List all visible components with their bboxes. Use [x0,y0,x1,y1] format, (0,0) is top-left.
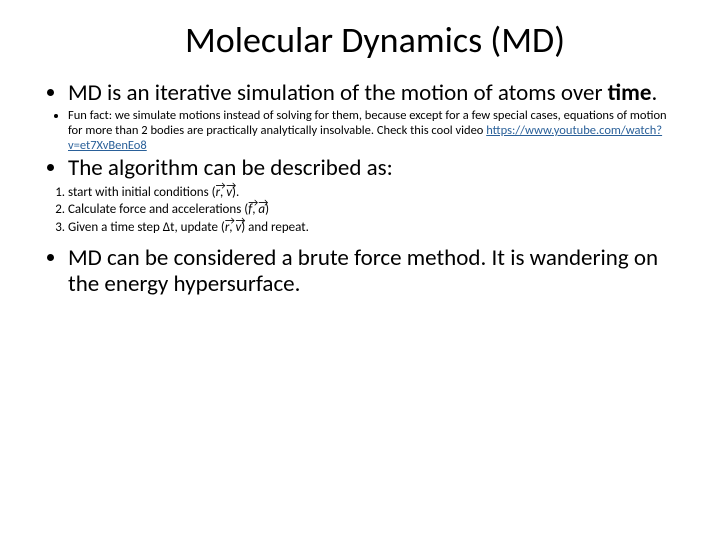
bullet-bruteforce: MD can be considered a brute force metho… [68,245,680,298]
bullet-list: MD is an iterative simulation of the mot… [40,80,680,182]
step2-vectors: (f, a) [244,202,269,217]
step1-vectors: (r, v) [212,185,236,200]
vec-r-icon: r [216,184,220,202]
slide-title: Molecular Dynamics (MD) [40,18,680,62]
vec-v2-icon: v [235,219,241,237]
def-post: . [651,79,657,107]
step3-dt: Δt [163,220,175,235]
step3-c: and repeat. [245,220,309,235]
def-pre: MD is an iterative simulation of the mot… [68,79,608,107]
step1-text: start with initial conditions [68,185,212,200]
step3-a: Given a time step [68,220,163,235]
step-2: Calculate force and accelerations (f, a) [68,201,680,219]
step-1: start with initial conditions (r, v). [68,184,680,202]
def-bold: time [608,79,652,107]
bullet-algo-intro: The algorithm can be described as: [68,155,680,181]
step-3: Given a time step Δt, update (r, v) and … [68,219,680,237]
step1-end: . [236,185,239,200]
step2-text: Calculate force and accelerations [68,202,244,217]
algorithm-steps: start with initial conditions (r, v). Ca… [40,184,680,237]
bullet-list-2: MD can be considered a brute force metho… [40,245,680,298]
vec-r2-icon: r [225,219,229,237]
vec-a-icon: a [258,201,265,219]
slide: Molecular Dynamics (MD) MD is an iterati… [0,0,720,540]
vec-v-icon: v [226,184,232,202]
bullet-definition: MD is an iterative simulation of the mot… [68,80,680,106]
bullet-funfact: Fun fact: we simulate motions instead of… [68,108,680,153]
vec-f-icon: f [248,201,252,219]
step3-vectors: (r, v) [221,220,245,235]
step3-b: , update [174,220,220,235]
